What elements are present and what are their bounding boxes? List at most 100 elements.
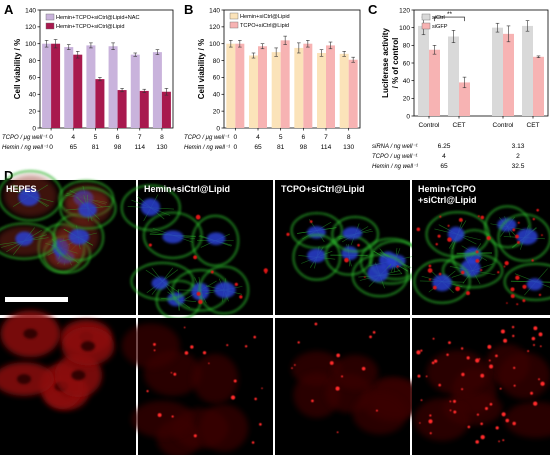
C-bar <box>492 27 503 117</box>
micro-red-dot <box>506 302 508 304</box>
micro-red-dot <box>230 395 236 400</box>
B-row-value: 8 <box>347 134 351 141</box>
micro-nucleus <box>367 263 389 282</box>
A-plot-frame <box>39 9 174 129</box>
micro-red-dot <box>259 423 262 426</box>
micro-label: +siCtrl@Lipid <box>418 195 477 205</box>
C-significance-mark: ** <box>447 11 453 18</box>
micro-red-dot <box>475 440 479 444</box>
B-row-value: 114 <box>321 144 332 151</box>
A-row-value: 6 <box>116 134 120 141</box>
micro-actin-outline <box>351 253 409 298</box>
A-legend-swatch <box>45 13 55 21</box>
B-ytick-label: 120 <box>209 24 220 31</box>
micro-red-dot <box>533 401 538 406</box>
B-bar <box>294 47 304 128</box>
micro-red-dot <box>448 341 451 345</box>
B-ytick-label: 80 <box>213 58 221 65</box>
micro-red-dot <box>344 257 349 263</box>
micro-red-dot <box>335 386 340 391</box>
micro-nucleus <box>526 278 543 291</box>
microscopy-panel: HEPES Hemin+siCtrl@Lipid TCPO+siCtrl@Lipid… <box>0 170 550 455</box>
micro-red-dot <box>461 372 465 377</box>
micro-red-dot <box>251 441 255 444</box>
micro-red-dot <box>503 338 508 343</box>
B-legend-label: Hemin+siCtrl@Lipid <box>240 14 290 20</box>
micro-red-dot <box>261 387 263 390</box>
A-row-value: 114 <box>134 144 145 151</box>
micro-red-cytoplasm <box>426 350 489 395</box>
C-ytick-label: 120 <box>399 7 410 14</box>
A-ytick-label: 140 <box>25 7 36 14</box>
micro-red-cytoplasm <box>131 400 194 438</box>
A-row-value: 5 <box>94 134 98 141</box>
micro-red-dot <box>153 342 156 346</box>
micro-red-dot <box>512 334 515 338</box>
C-row-label: siRNA / ng well⁻¹ <box>372 144 418 150</box>
B-legend-swatch <box>229 12 239 20</box>
micro-red-tile <box>275 318 421 455</box>
micro-label: HEPES <box>6 184 37 194</box>
B-row-value: 4 <box>256 134 260 141</box>
micro-actin-outline <box>59 186 117 230</box>
micro-red-dot <box>511 325 515 329</box>
micro-red-dot <box>513 384 516 387</box>
micro-red-dot <box>372 331 376 334</box>
C-legend-swatch <box>421 13 431 21</box>
micro-red-dot <box>495 426 499 430</box>
micro-red-dot <box>486 235 491 241</box>
micro-red-dot <box>195 214 201 220</box>
micro-nucleus <box>15 231 34 246</box>
micro-red-dot <box>489 402 493 406</box>
micro-red-dot <box>375 409 378 412</box>
micro-red-dot <box>438 272 442 276</box>
A-legend-label: Hemin+TCPO+siCtrl@Lipid <box>56 24 124 30</box>
micro-actin-outline <box>484 205 531 249</box>
B-row-label: TCPO / μg well⁻¹ <box>184 135 229 141</box>
micro-red-dot <box>484 407 489 411</box>
micro-red-dot <box>541 234 543 237</box>
micro-red-dot <box>495 354 498 358</box>
micro-red-dot <box>517 221 520 224</box>
A-row-value: 65 <box>70 144 78 151</box>
A-bar <box>51 43 61 128</box>
micro-red-dot <box>453 410 457 414</box>
micro-red-dot <box>532 218 535 221</box>
micro-red-dot <box>369 335 372 339</box>
B-row-value: 7 <box>324 134 328 141</box>
micro-red-dot <box>522 299 526 303</box>
micro-red-dot <box>489 364 494 369</box>
micro-red-dot <box>505 418 510 423</box>
micro-red-dot <box>263 268 268 273</box>
micro-red-dot <box>539 345 542 348</box>
micro-red-dot <box>226 344 229 347</box>
panel-letter-c: C <box>368 2 378 17</box>
B-ytick-label: 40 <box>213 92 221 99</box>
micro-actin-outline <box>331 216 379 253</box>
micro-red-dot <box>517 240 520 244</box>
micro-actin-outline <box>413 259 471 304</box>
A-bar <box>130 54 140 128</box>
micro-red-dot <box>480 215 485 220</box>
B-row-label: Hemin / ng well⁻¹ <box>184 145 230 151</box>
micro-red-dot <box>198 299 203 305</box>
B-row-value: 5 <box>279 134 283 141</box>
A-row-value: 0 <box>49 144 53 151</box>
C-category-label: CET <box>527 122 540 129</box>
A-row-value: 7 <box>138 134 142 141</box>
A-bar <box>95 79 105 128</box>
micro-red-dot <box>202 351 207 355</box>
B-plot-frame <box>223 9 361 129</box>
A-ylabel: Cell viability / % <box>13 39 22 99</box>
A-bar <box>108 46 118 128</box>
micro-red-dot <box>428 419 433 424</box>
micro-red-dot <box>498 440 500 443</box>
micro-red-dot <box>196 291 201 296</box>
B-ytick-label: 20 <box>213 108 221 115</box>
A-row-value: 130 <box>156 144 167 151</box>
C-row-value: 2 <box>516 153 520 160</box>
micro-red-dot <box>428 264 432 268</box>
A-ytick-label: 80 <box>29 58 37 65</box>
A-row-value: 0 <box>49 134 53 141</box>
C-bar <box>459 82 470 116</box>
